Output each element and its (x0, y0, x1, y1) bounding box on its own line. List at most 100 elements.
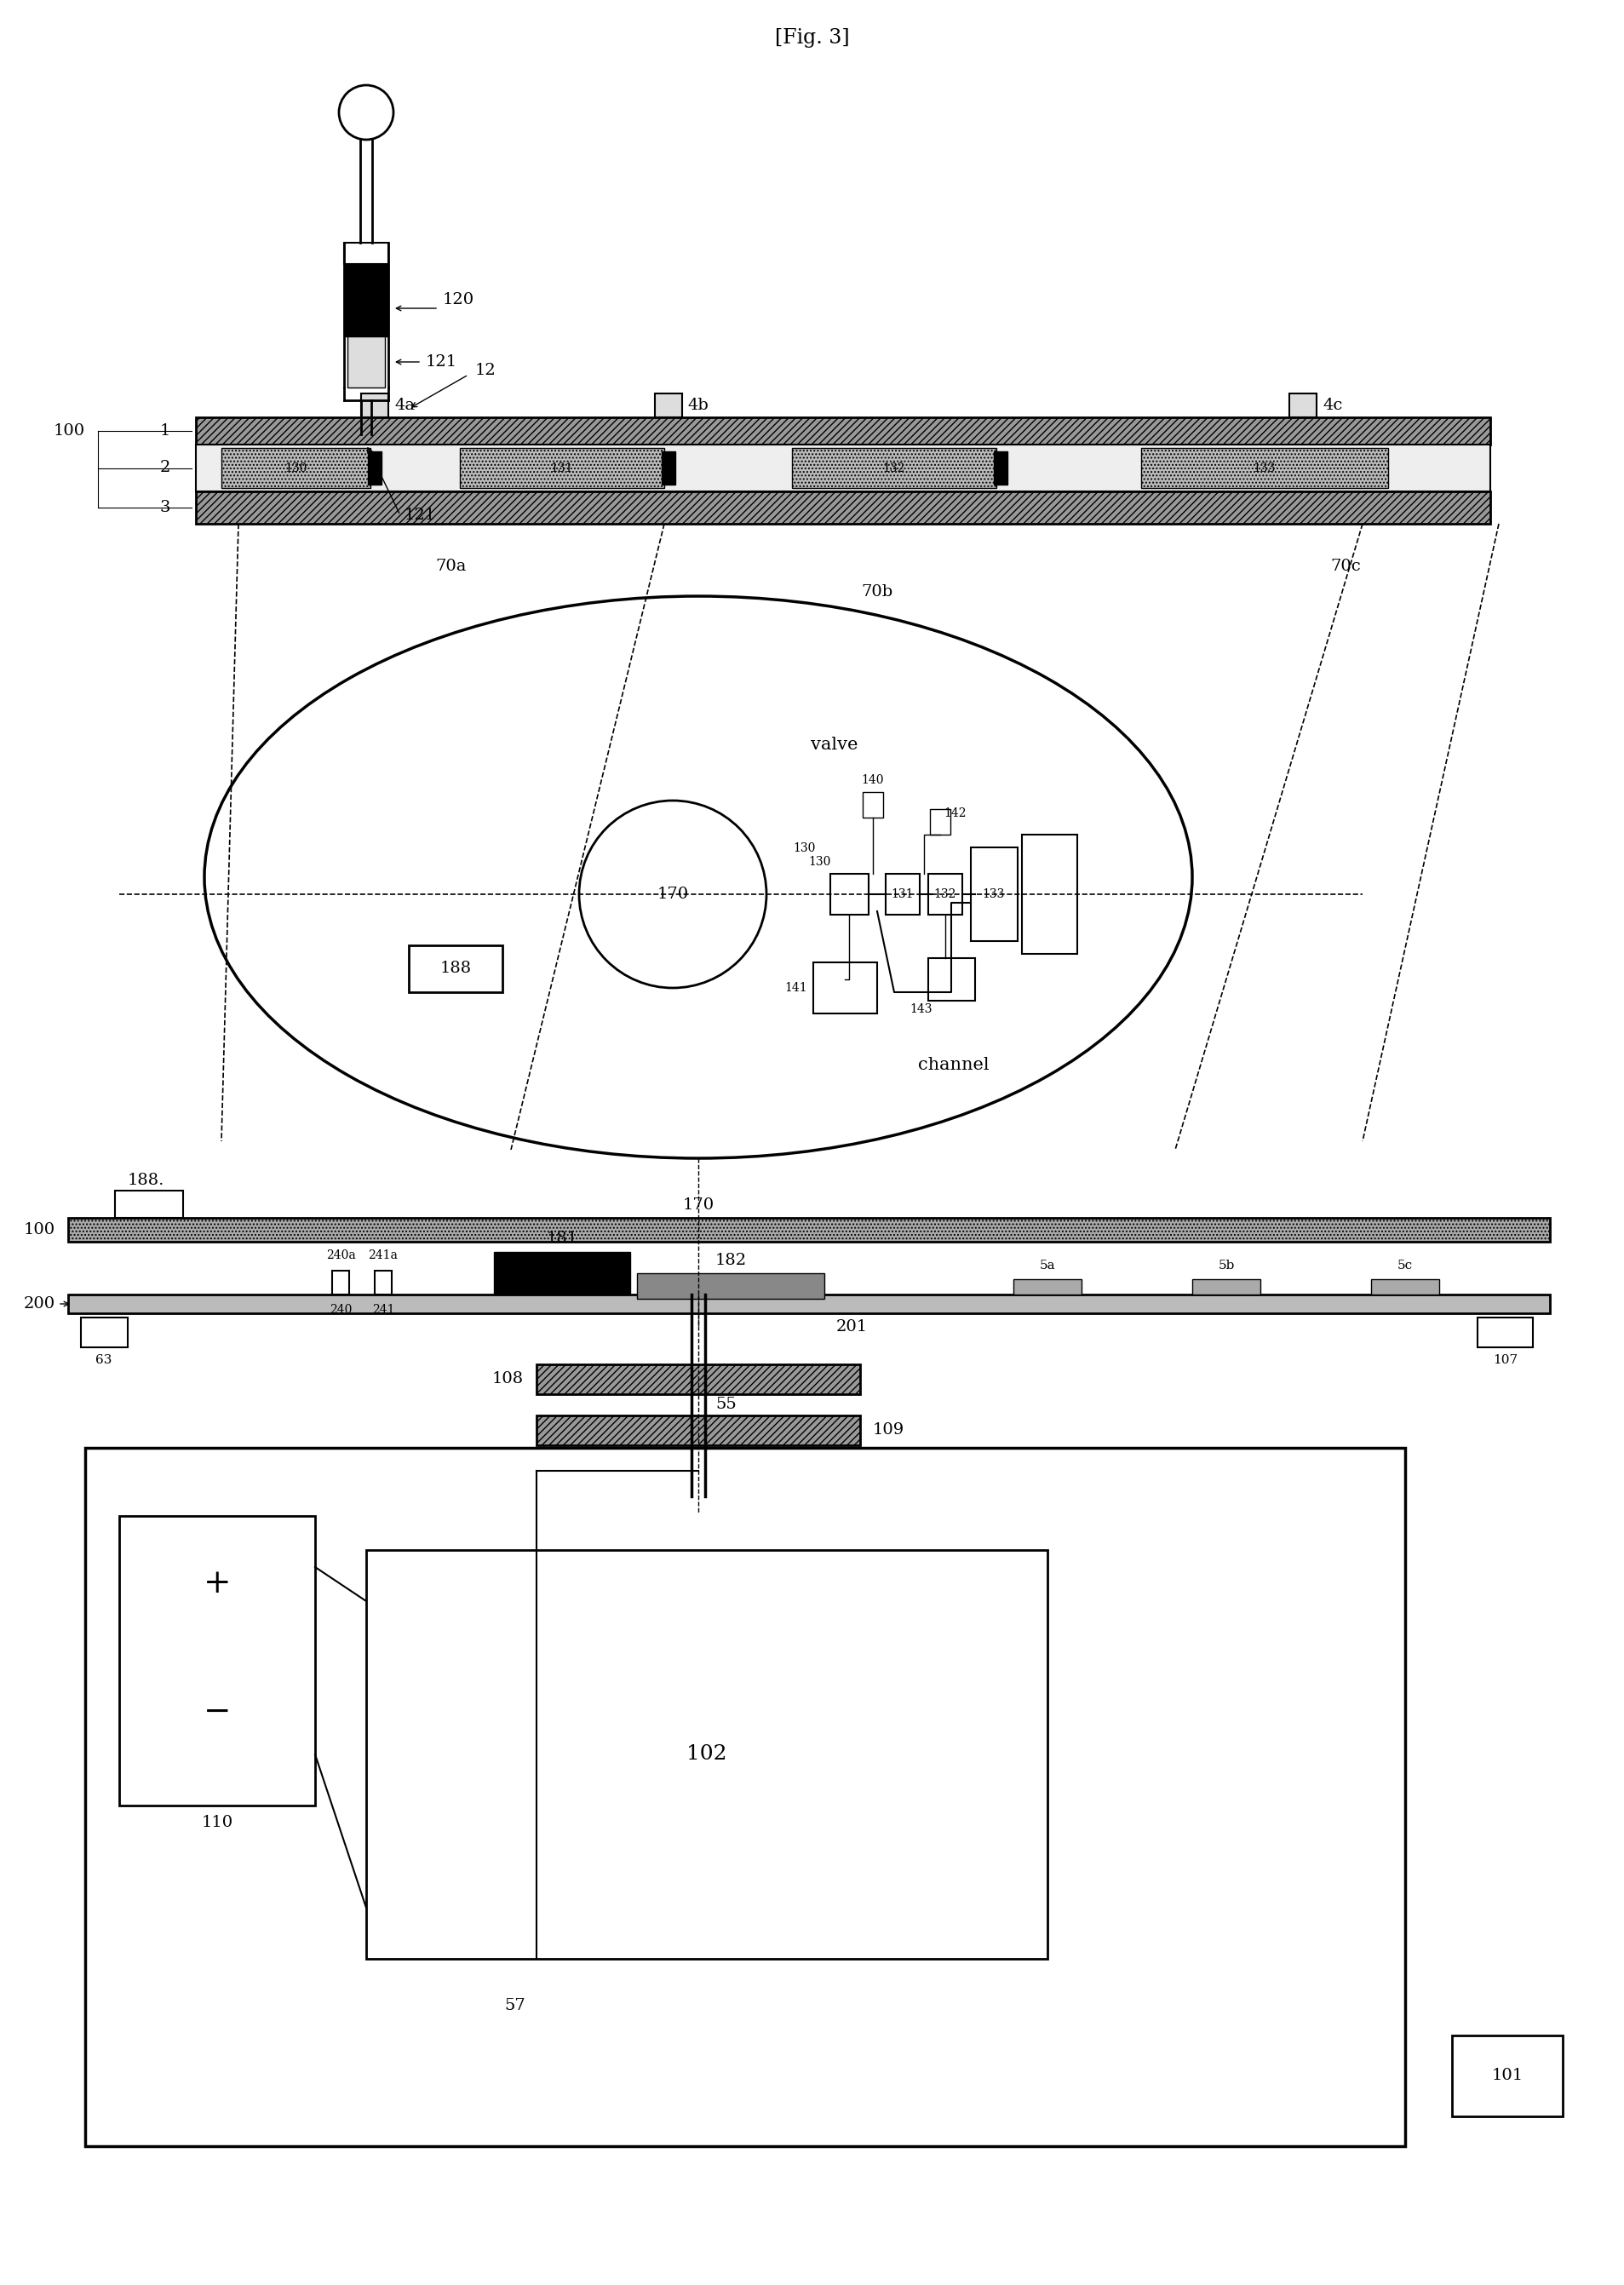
Text: 182: 182 (715, 1252, 745, 1268)
Bar (119, 1515, 315, 1805)
Bar (68, 1296, 1549, 1314)
Text: 240a: 240a (326, 1250, 356, 1261)
Text: 200: 200 (24, 1296, 55, 1312)
Text: 170: 170 (682, 1197, 713, 1213)
Text: 57: 57 (505, 1997, 526, 2013)
Bar (791, 448, 996, 489)
Bar (862, 793, 883, 818)
Text: 143: 143 (909, 1003, 932, 1015)
Bar (344, 242, 388, 265)
Bar (1289, 393, 1315, 418)
Text: 133: 133 (983, 889, 1005, 900)
Bar (460, 448, 664, 489)
Bar (814, 962, 877, 1015)
Bar (1021, 834, 1077, 953)
Text: 132: 132 (882, 462, 905, 473)
Text: 55: 55 (715, 1396, 736, 1412)
Text: 133: 133 (1252, 462, 1275, 473)
Text: 109: 109 (872, 1424, 905, 1437)
Bar (84, 1449, 1405, 2146)
Ellipse shape (205, 596, 1192, 1158)
Bar (994, 452, 1007, 484)
Text: channel: channel (918, 1056, 989, 1072)
Bar (494, 1252, 630, 1296)
Text: 102: 102 (687, 1746, 726, 1764)
Bar (367, 452, 382, 484)
Bar (1371, 1280, 1439, 1296)
Bar (344, 265, 388, 336)
Text: 2: 2 (159, 459, 171, 475)
Bar (929, 809, 950, 834)
Text: 142: 142 (944, 807, 966, 820)
Text: 241: 241 (372, 1305, 395, 1316)
Text: 4b: 4b (687, 398, 708, 414)
Text: 5a: 5a (1039, 1259, 1056, 1270)
Text: 100: 100 (54, 423, 84, 439)
Bar (536, 1364, 859, 1394)
Text: 101: 101 (1491, 2068, 1522, 2084)
Text: 4c: 4c (1322, 398, 1341, 414)
Text: 5c: 5c (1397, 1259, 1413, 1270)
Text: 188: 188 (440, 960, 471, 976)
Text: 201: 201 (835, 1318, 867, 1334)
Text: 12: 12 (474, 363, 495, 377)
Bar (365, 1549, 1047, 1958)
Bar (661, 452, 676, 484)
Text: 100: 100 (24, 1222, 55, 1238)
Text: 3: 3 (159, 500, 171, 514)
Text: valve: valve (810, 738, 857, 754)
Bar (409, 946, 502, 992)
Text: 70c: 70c (1330, 560, 1359, 574)
Text: 107: 107 (1492, 1355, 1517, 1366)
Text: 70a: 70a (435, 560, 466, 574)
Bar (536, 1414, 859, 1446)
Circle shape (578, 800, 767, 987)
Bar (637, 1273, 823, 1298)
Text: 241a: 241a (369, 1250, 398, 1261)
Text: 130: 130 (793, 843, 815, 855)
Text: 63: 63 (96, 1355, 112, 1366)
Bar (830, 873, 869, 914)
Bar (197, 491, 1489, 523)
Text: 188.: 188. (128, 1172, 164, 1188)
Bar (1476, 1318, 1531, 1348)
Text: 130: 130 (284, 462, 307, 473)
Bar (221, 448, 370, 489)
Bar (197, 446, 1489, 491)
Bar (68, 1218, 1549, 1241)
Text: 240: 240 (330, 1305, 352, 1316)
Text: 141: 141 (784, 983, 807, 994)
Text: 108: 108 (492, 1371, 523, 1387)
Text: 181: 181 (546, 1232, 578, 1245)
Text: 130: 130 (809, 857, 831, 868)
Bar (654, 393, 682, 418)
Bar (1013, 1280, 1082, 1296)
Bar (115, 1190, 184, 1218)
Bar (331, 1270, 349, 1296)
Bar (1192, 1280, 1260, 1296)
Text: 4a: 4a (395, 398, 414, 414)
Text: 70b: 70b (861, 585, 893, 599)
Text: 132: 132 (934, 889, 957, 900)
Bar (348, 336, 385, 388)
Bar (927, 957, 974, 1001)
Bar (197, 418, 1489, 446)
Bar (970, 848, 1017, 941)
Text: 121: 121 (425, 354, 458, 370)
Text: +: + (203, 1568, 231, 1600)
Text: 110: 110 (201, 1814, 232, 1830)
Text: 120: 120 (443, 292, 474, 308)
Text: 1: 1 (159, 423, 171, 439)
Bar (1140, 448, 1387, 489)
Bar (1452, 2036, 1562, 2116)
Text: 131: 131 (551, 462, 573, 473)
Bar (375, 1270, 391, 1296)
Bar (927, 873, 961, 914)
Text: 170: 170 (656, 887, 689, 903)
Bar (81, 1318, 128, 1348)
Text: −: − (203, 1695, 231, 1727)
Text: 5b: 5b (1218, 1259, 1234, 1270)
Bar (361, 393, 388, 418)
Text: 131: 131 (892, 889, 913, 900)
Bar (885, 873, 919, 914)
